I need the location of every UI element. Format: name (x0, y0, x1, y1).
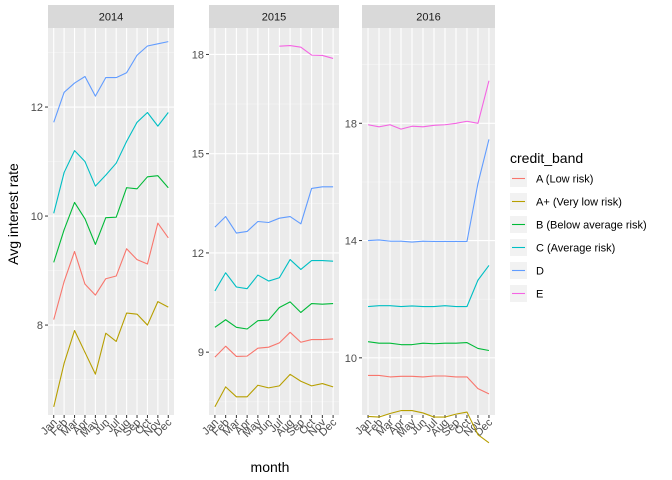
panel-2015: 20159121518JanFebMarAprMayJunJulAugSepOc… (192, 5, 340, 440)
facet-strip (48, 5, 174, 28)
series-line-2014-A (53, 222, 169, 320)
y-tick-label: 12 (192, 248, 204, 260)
y-tick-label: 18 (345, 118, 357, 130)
legend-title: credit_band (510, 150, 583, 166)
legend: credit_band A (Low risk) A+ (Very low risk… (510, 150, 647, 302)
series-line-2014-A+ (53, 301, 169, 407)
facet-label: 2016 (416, 12, 440, 24)
facet-label: 2014 (99, 12, 123, 24)
series-line-2014-C (53, 111, 169, 214)
y-tick-label: 15 (192, 149, 204, 161)
x-axis-title: month (251, 459, 290, 475)
legend-label-C: C (Average risk) (536, 243, 615, 255)
series-line-2015-A+ (214, 373, 334, 407)
facet-strip (362, 5, 495, 28)
series-line-2016-A+ (368, 410, 490, 444)
y-tick-label: 9 (198, 347, 204, 359)
y-tick-label: 10 (31, 211, 43, 223)
y-tick-label: 12 (31, 102, 43, 114)
y-axis-title: Avg interest rate (5, 163, 21, 265)
y-tick-label: 8 (37, 320, 43, 332)
panel-background (48, 28, 174, 415)
panel-2016: 2016101418JanFebMarAprMayJunJulAugSepOct… (345, 5, 495, 444)
series-line-2014-B (53, 175, 169, 263)
series-line-2016-E (367, 80, 490, 130)
panel-2014: 201481012JanFebMarAprMayJunJulAugSepOctN… (31, 5, 175, 440)
legend-label-E: E (536, 289, 543, 301)
series-line-2014-D (53, 41, 169, 123)
legend-label-D: D (536, 266, 544, 278)
legend-label-B: B (Below average risk) (536, 220, 647, 232)
series-line-2015-C (214, 258, 334, 292)
series-line-2015-D (214, 186, 334, 234)
legend-label-A+: A+ (Very low risk) (536, 197, 622, 209)
facet-strip (209, 5, 339, 28)
series-line-2016-A (368, 374, 490, 395)
y-tick-label: 14 (345, 236, 357, 248)
series-line-2015-B (214, 301, 334, 330)
series-line-2015-E (279, 44, 334, 59)
series-line-2016-C (368, 265, 490, 308)
series-line-2016-D (368, 139, 490, 243)
y-tick-label: 10 (345, 353, 357, 365)
series-line-2015-A (214, 331, 334, 358)
y-tick-label: 18 (192, 49, 204, 61)
panel-background (362, 28, 495, 415)
series-line-2016-B (367, 341, 490, 352)
facet-label: 2015 (262, 12, 286, 24)
legend-label-A: A (Low risk) (536, 174, 593, 186)
